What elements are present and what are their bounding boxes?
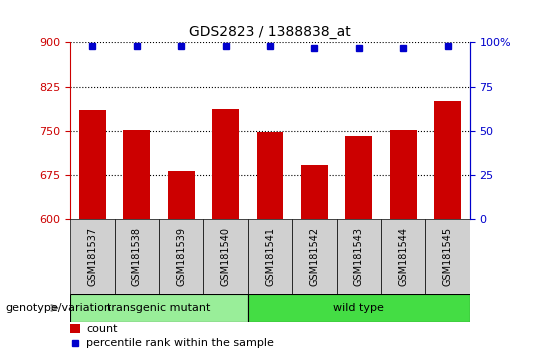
Text: transgenic mutant: transgenic mutant xyxy=(107,303,211,313)
Bar xyxy=(248,219,292,294)
Bar xyxy=(212,109,239,219)
Bar xyxy=(336,219,381,294)
Bar xyxy=(292,219,336,294)
Text: GSM181540: GSM181540 xyxy=(221,227,231,286)
Bar xyxy=(390,130,416,219)
Text: GSM181541: GSM181541 xyxy=(265,227,275,286)
Bar xyxy=(256,132,284,219)
Title: GDS2823 / 1388838_at: GDS2823 / 1388838_at xyxy=(189,25,351,39)
Text: GSM181539: GSM181539 xyxy=(176,227,186,286)
Bar xyxy=(159,219,204,294)
Bar xyxy=(114,219,159,294)
Bar xyxy=(124,130,150,219)
Text: genotype/variation: genotype/variation xyxy=(5,303,111,313)
Bar xyxy=(426,219,470,294)
Bar xyxy=(248,295,470,321)
Bar xyxy=(168,171,194,219)
Bar xyxy=(70,295,248,321)
Text: GSM181544: GSM181544 xyxy=(398,227,408,286)
Bar xyxy=(381,219,426,294)
Bar xyxy=(301,165,328,219)
Bar xyxy=(70,219,114,294)
Bar xyxy=(434,102,461,219)
Text: count: count xyxy=(86,324,118,334)
Text: GSM181542: GSM181542 xyxy=(309,227,319,286)
Text: GSM181543: GSM181543 xyxy=(354,227,364,286)
Bar xyxy=(70,324,80,333)
Bar xyxy=(79,110,106,219)
Bar xyxy=(204,219,248,294)
Text: GSM181545: GSM181545 xyxy=(443,227,453,286)
Text: percentile rank within the sample: percentile rank within the sample xyxy=(86,337,274,348)
Bar xyxy=(346,136,372,219)
Text: GSM181538: GSM181538 xyxy=(132,227,142,286)
Text: wild type: wild type xyxy=(333,303,384,313)
Text: GSM181537: GSM181537 xyxy=(87,227,97,286)
